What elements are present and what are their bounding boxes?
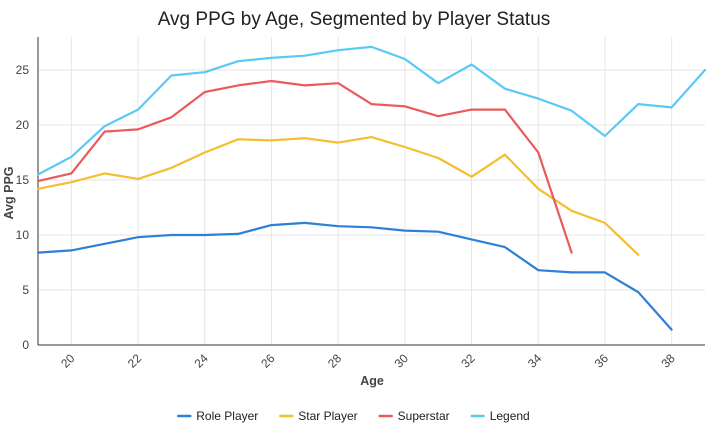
legend-label: Legend [490, 409, 530, 423]
y-tick-label: 0 [22, 338, 29, 352]
x-axis-title: Age [360, 374, 384, 388]
chart-title: Avg PPG by Age, Segmented by Player Stat… [158, 9, 551, 30]
legend-label: Star Player [298, 409, 357, 423]
x-tick-label: 20 [58, 351, 78, 371]
x-tick-labels: 20 22 24 26 28 30 32 34 36 38 [58, 351, 678, 371]
legend-label: Role Player [196, 409, 258, 423]
x-tick-label: 34 [525, 351, 545, 371]
series-line-star-player [36, 136, 640, 256]
series-lines [36, 45, 707, 331]
y-axis-title: Avg PPG [2, 166, 16, 219]
y-tick-labels: 0 5 10 15 20 25 [16, 63, 30, 352]
axes [37, 37, 705, 346]
y-tick-label: 15 [16, 173, 30, 187]
y-tick-label: 10 [16, 228, 30, 242]
x-tick-label: 28 [325, 351, 345, 371]
x-tick-label: 38 [658, 351, 678, 371]
x-tick-label: 30 [392, 351, 412, 371]
legend-label: Superstar [398, 409, 450, 423]
x-tick-label: 36 [592, 351, 612, 371]
y-tick-label: 5 [22, 283, 29, 297]
x-tick-label: 24 [192, 351, 212, 371]
series-line-legend [36, 45, 707, 176]
x-tick-label: 26 [258, 351, 278, 371]
x-tick-label: 22 [125, 351, 145, 371]
legend: Role Player Star Player Superstar Legend [177, 409, 530, 423]
x-tick-label: 32 [458, 351, 478, 371]
series-line-role-player [36, 221, 673, 331]
y-tick-label: 25 [16, 63, 30, 77]
y-tick-label: 20 [16, 118, 30, 132]
series-line-superstar [36, 79, 573, 254]
gridlines [38, 37, 705, 345]
